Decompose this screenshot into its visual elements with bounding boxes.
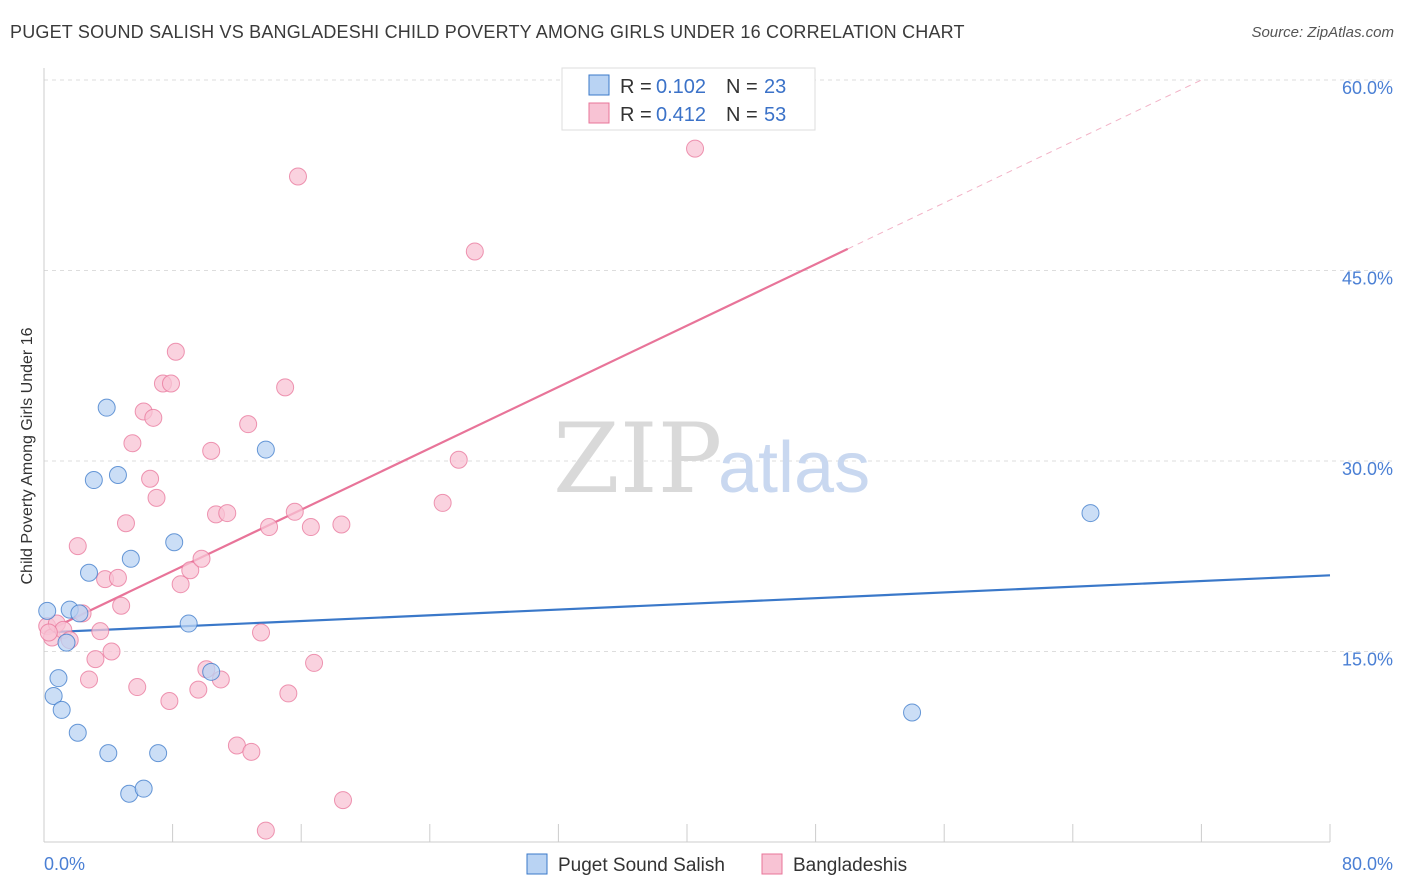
point-puget-9 bbox=[84, 471, 103, 490]
legend-swatch-blue bbox=[588, 74, 610, 96]
point-puget-11 bbox=[99, 744, 118, 763]
point-puget-0 bbox=[38, 601, 57, 620]
bottom-legend-swatch-blue bbox=[526, 853, 548, 875]
y-tick-label-1: 30.0% bbox=[1342, 459, 1393, 479]
point-bangladeshi-22 bbox=[160, 692, 179, 711]
point-puget-1 bbox=[44, 686, 63, 705]
legend-r-value-1: 0.102 bbox=[656, 76, 706, 98]
point-bangladeshi-38 bbox=[256, 821, 275, 840]
x-tick-labels: 0.0% 80.0% bbox=[44, 854, 1393, 874]
point-puget-12 bbox=[108, 465, 127, 484]
bottom-legend: Puget Sound Salish Bangladeshis bbox=[526, 853, 907, 876]
legend-r-label-1: R = bbox=[620, 76, 652, 98]
chart-source: Source: ZipAtlas.com bbox=[1251, 24, 1394, 41]
point-puget-2 bbox=[49, 669, 68, 688]
point-bangladeshi-33 bbox=[218, 504, 237, 523]
bottom-legend-label-blue: Puget Sound Salish bbox=[558, 855, 725, 876]
point-bangladeshi-46 bbox=[332, 515, 351, 534]
point-puget-19 bbox=[202, 662, 221, 681]
point-puget-6 bbox=[68, 723, 87, 742]
trend-lines bbox=[43, 79, 1331, 634]
y-tick-label-3: 60.0% bbox=[1342, 78, 1393, 98]
legend-n-value-1: 23 bbox=[764, 76, 786, 98]
legend-r-label-2: R = bbox=[620, 104, 652, 126]
trend-line-0 bbox=[43, 574, 1331, 634]
point-puget-3 bbox=[52, 700, 71, 719]
point-bangladeshi-43 bbox=[288, 167, 307, 186]
point-puget-17 bbox=[165, 533, 184, 552]
point-puget-22 bbox=[1081, 504, 1100, 523]
bottom-legend-swatch-pink bbox=[761, 853, 783, 875]
point-bangladeshi-13 bbox=[112, 596, 131, 615]
point-bangladeshi-5 bbox=[68, 537, 87, 556]
point-puget-7 bbox=[70, 604, 89, 623]
trend-line-1 bbox=[43, 247, 849, 634]
point-puget-15 bbox=[134, 779, 153, 798]
point-bangladeshi-44 bbox=[301, 518, 320, 537]
point-bangladeshi-30 bbox=[202, 441, 221, 460]
point-bangladeshi-7 bbox=[80, 670, 99, 689]
point-bangladeshi-48 bbox=[433, 493, 452, 512]
point-bangladeshi-42 bbox=[285, 502, 304, 521]
y-tick-label-2: 45.0% bbox=[1342, 269, 1393, 289]
point-bangladeshi-8 bbox=[86, 650, 105, 669]
y-axis-label: Child Poverty Among Girls Under 16 bbox=[19, 327, 36, 584]
point-bangladeshi-52 bbox=[39, 623, 58, 642]
bottom-legend-label-pink: Bangladeshis bbox=[793, 855, 907, 876]
watermark-zip: ZIP bbox=[553, 403, 722, 515]
data-points bbox=[38, 139, 1100, 840]
legend-r-value-2: 0.412 bbox=[656, 104, 706, 126]
point-bangladeshi-19 bbox=[144, 408, 163, 427]
point-bangladeshi-40 bbox=[276, 378, 295, 397]
point-bangladeshi-26 bbox=[181, 561, 200, 580]
point-bangladeshi-23 bbox=[161, 374, 180, 393]
point-bangladeshi-12 bbox=[108, 568, 127, 587]
point-bangladeshi-15 bbox=[123, 434, 142, 453]
point-bangladeshi-28 bbox=[192, 549, 211, 568]
watermark: ZIP atlas bbox=[553, 403, 870, 515]
point-puget-14 bbox=[121, 549, 140, 568]
point-puget-20 bbox=[256, 440, 275, 459]
y-tick-labels: 15.0% 30.0% 45.0% 60.0% bbox=[1342, 78, 1393, 670]
point-bangladeshi-9 bbox=[91, 622, 110, 641]
point-puget-21 bbox=[903, 703, 922, 722]
x-tick-min: 0.0% bbox=[44, 854, 85, 874]
point-bangladeshi-25 bbox=[171, 575, 190, 594]
point-bangladeshi-49 bbox=[449, 450, 468, 469]
legend-n-value-2: 53 bbox=[764, 104, 786, 126]
y-tick-label-0: 15.0% bbox=[1342, 650, 1393, 670]
point-puget-8 bbox=[80, 563, 99, 582]
point-puget-4 bbox=[57, 633, 76, 652]
point-bangladeshi-20 bbox=[147, 488, 166, 507]
legend-swatch-pink bbox=[588, 102, 610, 124]
point-puget-18 bbox=[179, 614, 198, 633]
chart-title: PUGET SOUND SALISH VS BANGLADESHI CHILD … bbox=[10, 22, 965, 42]
watermark-atlas: atlas bbox=[718, 428, 870, 508]
axes bbox=[43, 68, 1331, 843]
x-tick-max: 80.0% bbox=[1342, 854, 1393, 874]
point-bangladeshi-45 bbox=[305, 653, 324, 672]
point-bangladeshi-36 bbox=[242, 742, 261, 761]
point-bangladeshi-16 bbox=[128, 678, 147, 697]
point-bangladeshi-50 bbox=[465, 242, 484, 261]
point-puget-10 bbox=[97, 398, 116, 417]
trend-extension-1 bbox=[847, 79, 1202, 250]
top-legend: R = 0.102 N = 23 R = 0.412 N = 53 bbox=[561, 67, 816, 131]
point-bangladeshi-27 bbox=[189, 680, 208, 699]
point-bangladeshi-11 bbox=[102, 642, 121, 661]
point-bangladeshi-51 bbox=[686, 139, 705, 158]
point-bangladeshi-41 bbox=[279, 684, 298, 703]
point-bangladeshi-35 bbox=[239, 415, 258, 434]
point-bangladeshi-18 bbox=[141, 469, 160, 488]
point-bangladeshi-14 bbox=[116, 514, 135, 533]
point-bangladeshi-37 bbox=[252, 623, 271, 642]
point-bangladeshi-39 bbox=[260, 518, 279, 537]
legend-n-label-1: N = bbox=[726, 76, 758, 98]
point-bangladeshi-24 bbox=[166, 342, 185, 361]
grid-lines bbox=[44, 79, 1392, 652]
legend-n-label-2: N = bbox=[726, 104, 758, 126]
point-puget-16 bbox=[149, 744, 168, 763]
point-bangladeshi-47 bbox=[333, 791, 352, 810]
